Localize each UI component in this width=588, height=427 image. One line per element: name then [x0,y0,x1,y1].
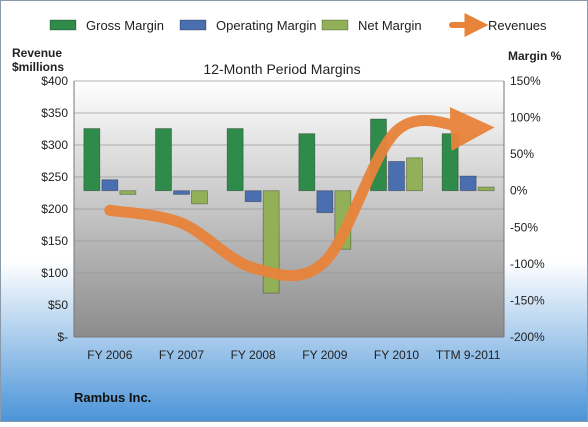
bar-operating-margin [388,161,405,192]
left-axis-title-line1: Revenue [12,46,62,60]
x-tick-label: FY 2006 [87,348,132,362]
left-tick-label: $50 [48,298,68,312]
right-axis-title: Margin % [508,49,562,63]
x-tick-label: FY 2010 [374,348,419,362]
chart-title: 12-Month Period Margins [203,61,360,77]
x-tick-label: FY 2008 [231,348,276,362]
x-tick-label: FY 2009 [302,348,347,362]
bar-operating-margin [244,190,262,203]
left-tick-label: $150 [41,234,68,248]
left-tick-label: $300 [41,138,68,152]
bar-operating-margin [101,179,119,192]
left-tick-label: $100 [41,266,68,280]
bar-net-margin [191,190,208,205]
right-tick-label: 100% [510,111,541,125]
legend-label: Gross Margin [86,18,164,33]
bar-net-margin [119,190,137,195]
legend-label: Operating Margin [216,18,316,33]
left-axis-title-line2: $millions [12,60,64,74]
legend-swatch-net [321,19,349,31]
bar-gross-margin [155,128,172,192]
legend-swatch-operating [179,19,207,31]
bar-gross-margin [226,128,244,192]
legend-label: Net Margin [358,18,422,33]
right-tick-label: -100% [510,257,545,271]
left-tick-label: $400 [41,74,68,88]
right-tick-label: 150% [510,74,541,88]
right-tick-label: 50% [510,147,534,161]
legend-label: Revenues [488,18,547,33]
left-tick-label: $250 [41,170,68,184]
left-tick-label: $200 [41,202,68,216]
revenue-line [104,106,495,282]
bar-operating-margin [173,190,190,195]
footer-company: Rambus Inc. [74,390,151,405]
x-tick-label: FY 2007 [159,348,204,362]
bar-gross-margin [298,133,316,192]
bar-gross-margin [83,128,101,192]
bar-gross-margin [441,133,459,192]
x-tick-label: TTM 9-2011 [436,348,501,362]
right-tick-label: -150% [510,293,545,307]
bar-operating-margin [316,190,334,214]
right-tick-label: -50% [510,220,538,234]
left-tick-label: $- [57,330,68,344]
bar-operating-margin [459,175,477,192]
bar-net-margin [406,157,423,192]
bar-net-margin [477,186,495,192]
left-tick-label: $350 [41,106,68,120]
right-tick-label: -200% [510,330,545,344]
right-tick-label: 0% [510,184,528,198]
legend-swatch-gross [49,19,77,31]
